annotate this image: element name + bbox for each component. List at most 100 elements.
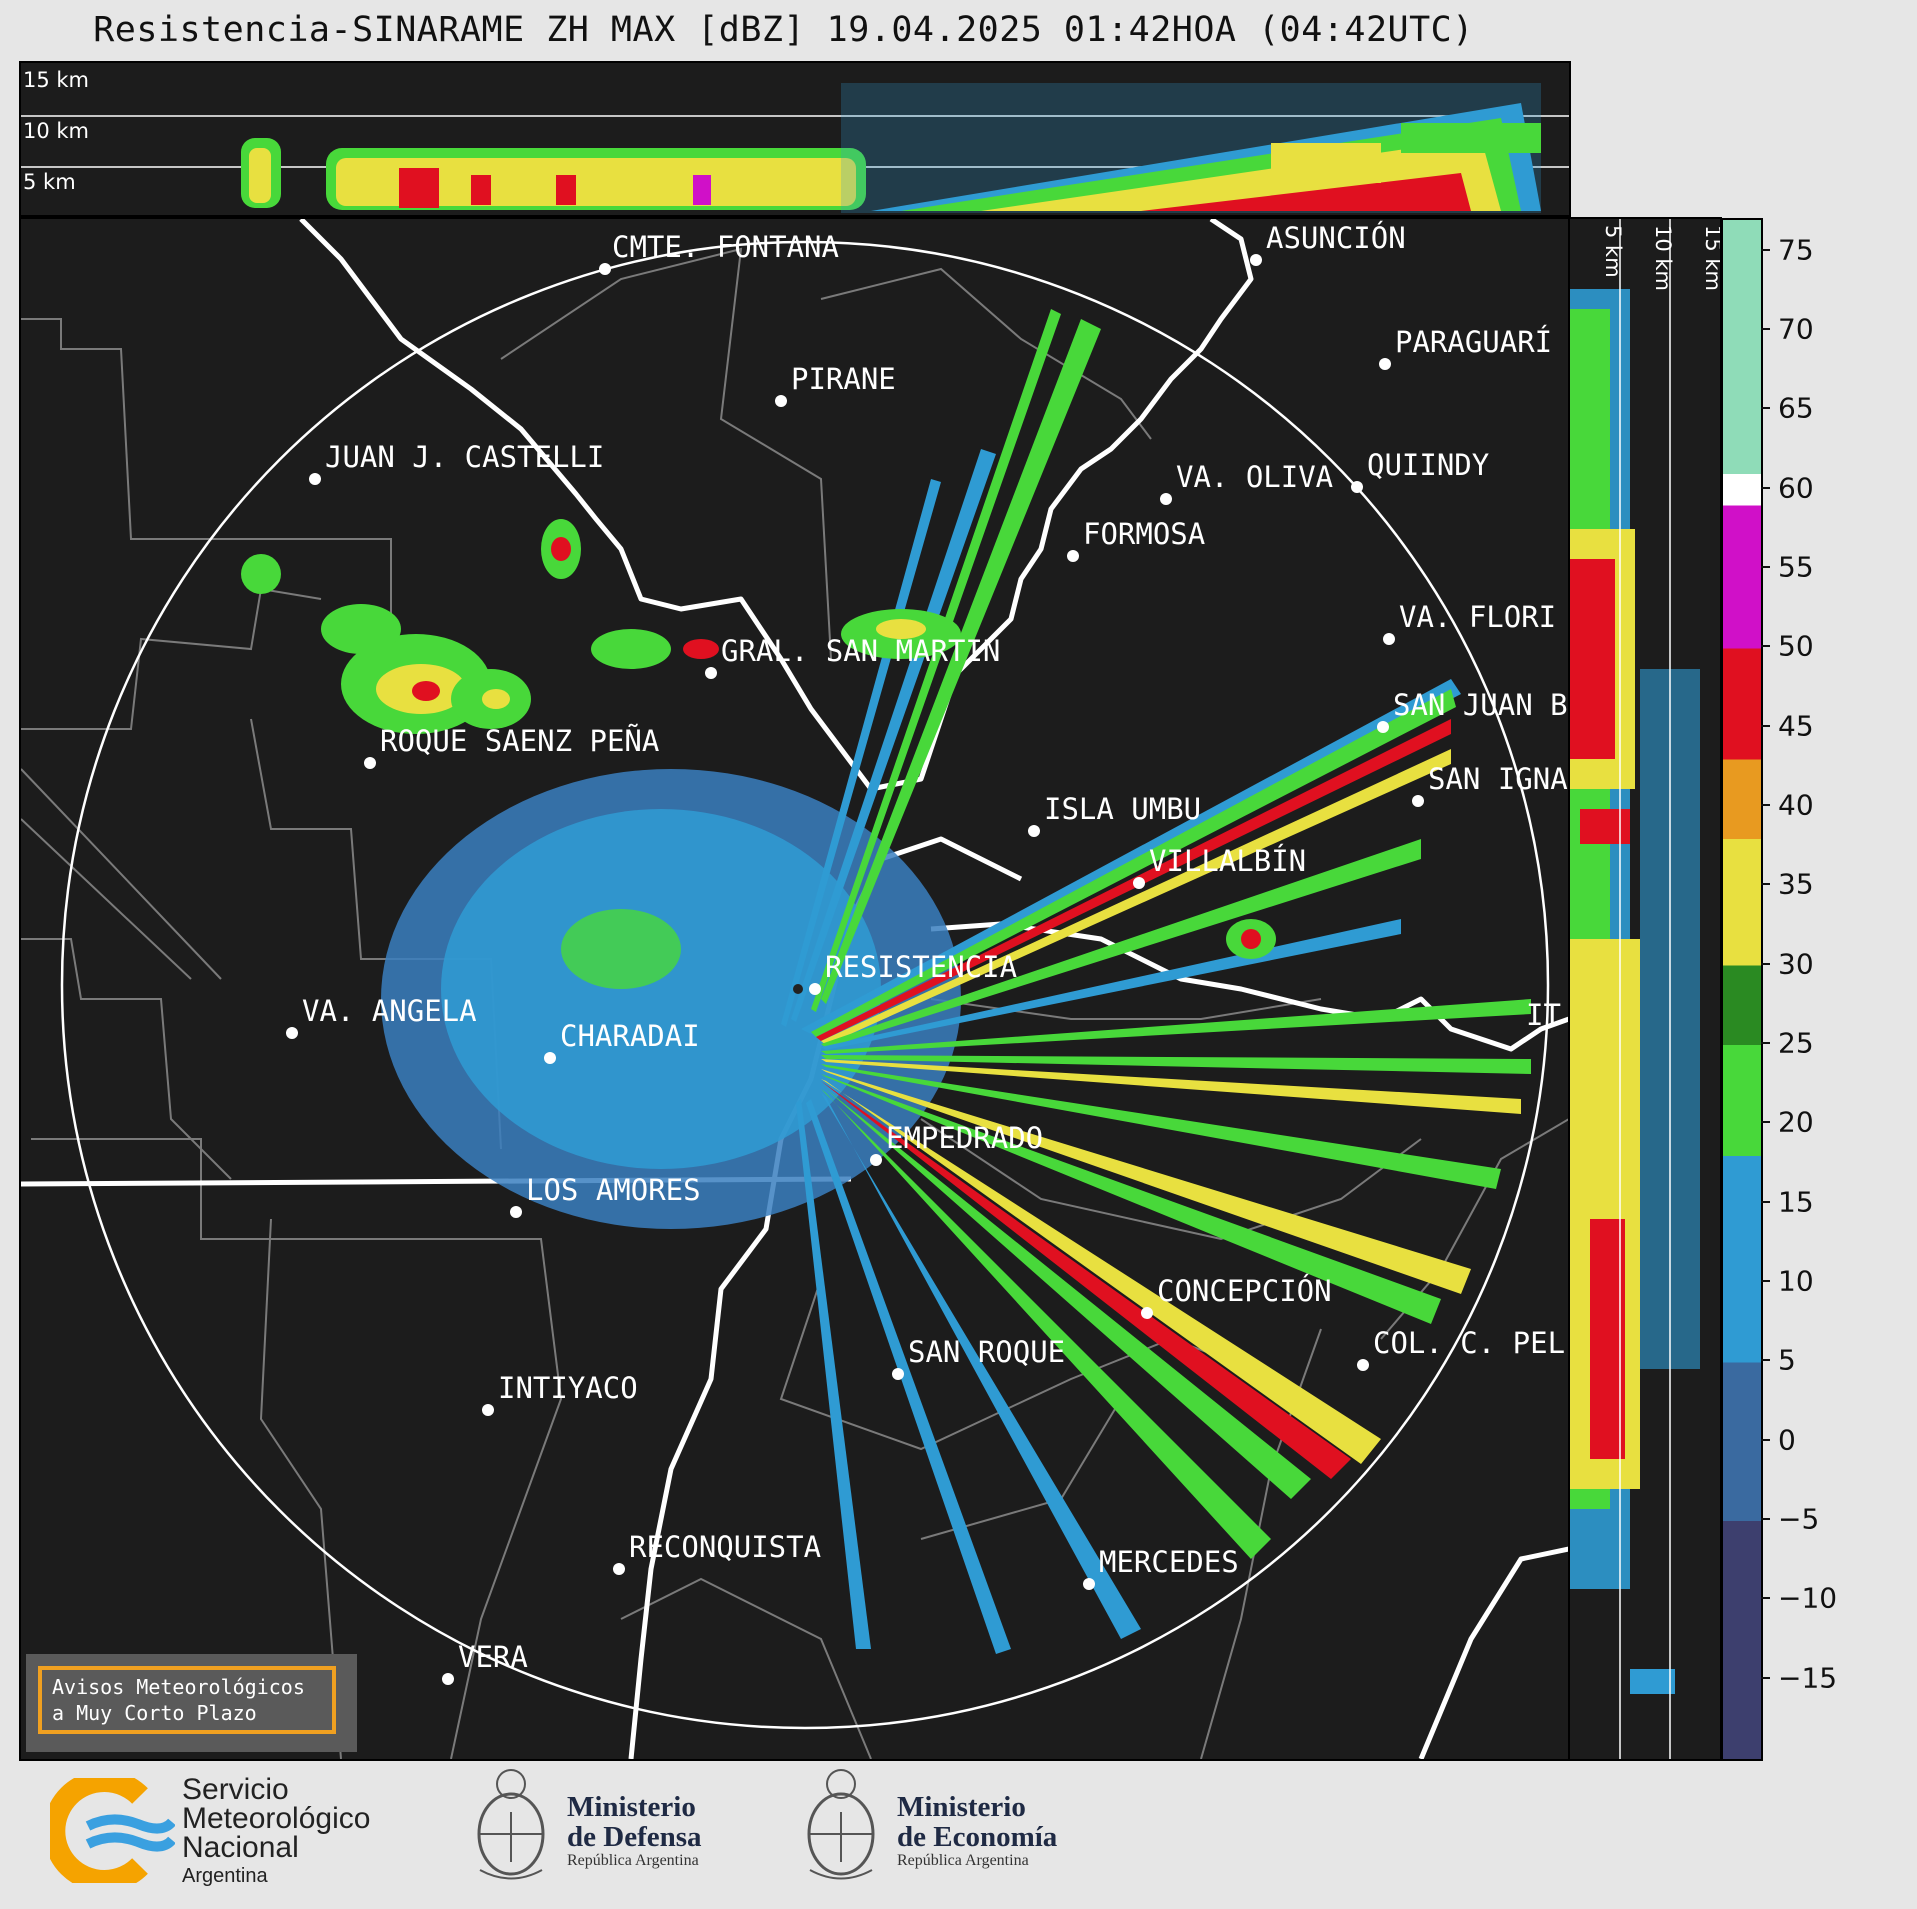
city-label-charadai: CHARADAI bbox=[560, 1019, 700, 1053]
radar-map-panel: CMTE. FONTANA ASUNCIÓN PARAGUARÍ PIRANE … bbox=[19, 217, 1571, 1761]
defensa-coat-of-arms-icon bbox=[477, 1769, 545, 1880]
colorbar-tick-label: 25 bbox=[1778, 1026, 1814, 1060]
city-label-reconquista: RECONQUISTA bbox=[629, 1530, 821, 1564]
city-label-concepcion: CONCEPCIÓN bbox=[1157, 1274, 1332, 1308]
avisos-line-1: Avisos Meteorológicos bbox=[52, 1675, 305, 1699]
city-label-intiyaco: INTIYACO bbox=[498, 1371, 638, 1405]
city-label-vera: VERA bbox=[458, 1640, 528, 1674]
colorbar-tick-mark bbox=[1761, 1200, 1770, 1203]
city-label-va-angela: VA. ANGELA bbox=[302, 994, 477, 1028]
colorbar-tick-mark bbox=[1761, 1359, 1770, 1362]
colorbar-tick-label: 50 bbox=[1778, 629, 1814, 663]
city-label-roque-saenz-pena: ROQUE SAENZ PEÑA bbox=[380, 724, 659, 758]
colorbar-tick-mark bbox=[1761, 407, 1770, 410]
city-markers: CMTE. FONTANA ASUNCIÓN PARAGUARÍ PIRANE … bbox=[286, 221, 1568, 1685]
top-km-label-15: 15 km bbox=[23, 68, 89, 92]
colorbar-tick-mark bbox=[1761, 1121, 1770, 1124]
colorbar-tick-label: 70 bbox=[1778, 312, 1814, 346]
city-label-san-juan-b: SAN JUAN B bbox=[1393, 688, 1568, 722]
colorbar-tick-mark bbox=[1761, 1676, 1770, 1679]
city-label-it: IT bbox=[1526, 998, 1561, 1032]
colorbar-tick-label: 35 bbox=[1778, 867, 1814, 901]
colorbar-tick-mark bbox=[1761, 804, 1770, 807]
city-label-asuncion: ASUNCIÓN bbox=[1266, 221, 1406, 255]
city-label-juan-j-castelli: JUAN J. CASTELLI bbox=[325, 440, 604, 474]
colorbar-tick-label: 65 bbox=[1778, 391, 1814, 425]
colorbar-tick-mark bbox=[1761, 328, 1770, 331]
colorbar-tick-mark bbox=[1761, 486, 1770, 489]
colorbar-tick-mark bbox=[1761, 645, 1770, 648]
colorbar-tick-label: 45 bbox=[1778, 709, 1814, 743]
city-label-san-roque: SAN ROQUE bbox=[908, 1335, 1065, 1369]
smn-line-3: Nacional bbox=[182, 1831, 299, 1864]
city-label-va-oliva: VA. OLIVA bbox=[1176, 460, 1333, 494]
city-label-empedrado: EMPEDRADO bbox=[886, 1121, 1043, 1155]
colorbar-tick-label: 60 bbox=[1778, 471, 1814, 505]
avisos-line-2: a Muy Corto Plazo bbox=[52, 1701, 257, 1725]
city-label-isla-umbu: ISLA UMBU bbox=[1044, 792, 1201, 826]
top-vertical-profile-panel: 15 km 10 km 5 km bbox=[19, 61, 1571, 217]
colorbar-tick-mark bbox=[1761, 1597, 1770, 1600]
side-profile-echoes bbox=[1570, 289, 1700, 1694]
colorbar-tick-mark bbox=[1761, 724, 1770, 727]
colorbar-tick-mark bbox=[1761, 1042, 1770, 1045]
colorbar-tick-mark bbox=[1761, 1438, 1770, 1441]
city-label-formosa: FORMOSA bbox=[1083, 517, 1205, 551]
smn-logo-text: Servicio Meteorológico Nacional Argentin… bbox=[182, 1775, 370, 1891]
avisos-link[interactable]: Avisos Meteorológicos a Muy Corto Plazo bbox=[38, 1666, 336, 1734]
colorbar-tick-label: 40 bbox=[1778, 788, 1814, 822]
defensa-logo-text: Ministerio de Defensa República Argentin… bbox=[567, 1792, 702, 1870]
colorbar-tick-label: 30 bbox=[1778, 947, 1814, 981]
defensa-line-3: República Argentina bbox=[567, 1852, 699, 1869]
colorbar-tick-mark bbox=[1761, 883, 1770, 886]
colorbar-tick-label: 5 bbox=[1778, 1343, 1796, 1377]
colorbar-tick-mark bbox=[1761, 1280, 1770, 1283]
top-km-label-5: 5 km bbox=[23, 170, 76, 194]
colorbar-tick-label: −15 bbox=[1778, 1661, 1838, 1695]
radar-site-marker bbox=[793, 984, 803, 994]
colorbar-tick-mark bbox=[1761, 248, 1770, 251]
colorbar-tick-label: 10 bbox=[1778, 1264, 1814, 1298]
city-label-san-igna: SAN IGNA bbox=[1428, 762, 1568, 796]
top-profile-echoes bbox=[241, 83, 1541, 213]
city-label-mercedes: MERCEDES bbox=[1099, 1545, 1239, 1579]
colorbar-tick-label: −10 bbox=[1778, 1581, 1838, 1615]
colorbar-tick-mark bbox=[1761, 566, 1770, 569]
colorbar-tick-label: 0 bbox=[1778, 1423, 1796, 1457]
economia-line-1: Ministerio bbox=[897, 1791, 1026, 1823]
side-vertical-profile-panel: 5 km 10 km 15 km bbox=[1568, 217, 1722, 1761]
colorbar-tick-label: 15 bbox=[1778, 1185, 1814, 1219]
radar-range-ring bbox=[60, 240, 1550, 1730]
defensa-line-1: Ministerio bbox=[567, 1791, 696, 1823]
dbz-colorbar bbox=[1721, 218, 1763, 1761]
smn-line-4: Argentina bbox=[182, 1865, 268, 1887]
city-label-villalbin: VILLALBÍN bbox=[1149, 844, 1306, 878]
city-label-gral-san-martin: GRAL. SAN MARTIN bbox=[721, 634, 1000, 668]
smn-logo-icon bbox=[50, 1778, 175, 1883]
colorbar-tick-label: 75 bbox=[1778, 233, 1814, 267]
city-label-quiindy: QUIINDY bbox=[1367, 448, 1489, 482]
side-km-label-5: 5 km bbox=[1601, 225, 1625, 278]
side-km-label-10: 10 km bbox=[1651, 225, 1675, 291]
city-label-los-amores: LOS AMORES bbox=[526, 1173, 701, 1207]
radar-echoes bbox=[241, 309, 1531, 1654]
defensa-line-2: de Defensa bbox=[567, 1821, 702, 1853]
city-label-paraguari: PARAGUARÍ bbox=[1395, 325, 1552, 359]
city-label-col-c-pel: COL. C. PEL bbox=[1373, 1326, 1565, 1360]
economia-line-3: República Argentina bbox=[897, 1852, 1029, 1869]
city-label-va-flori: VA. FLORI bbox=[1399, 600, 1556, 634]
map-title: Resistencia-SINARAME ZH MAX [dBZ] 19.04.… bbox=[93, 10, 1474, 50]
colorbar-tick-label: −5 bbox=[1778, 1502, 1820, 1536]
economia-logo-text: Ministerio de Economía República Argenti… bbox=[897, 1792, 1057, 1870]
city-label-resistencia: RESISTENCIA bbox=[825, 950, 1017, 984]
smn-line-1: Servicio bbox=[182, 1773, 289, 1806]
top-profile-svg: 15 km 10 km 5 km bbox=[21, 68, 1569, 213]
side-profile-svg: 5 km 10 km 15 km bbox=[1570, 219, 1720, 1759]
side-km-label-15: 15 km bbox=[1701, 225, 1720, 291]
economia-coat-of-arms-icon bbox=[807, 1769, 875, 1880]
colorbar-tick-label: 20 bbox=[1778, 1105, 1814, 1139]
economia-line-2: de Economía bbox=[897, 1821, 1058, 1853]
colorbar-tick-mark bbox=[1761, 962, 1770, 965]
smn-line-2: Meteorológico bbox=[182, 1802, 371, 1835]
top-km-label-10: 10 km bbox=[23, 119, 89, 143]
